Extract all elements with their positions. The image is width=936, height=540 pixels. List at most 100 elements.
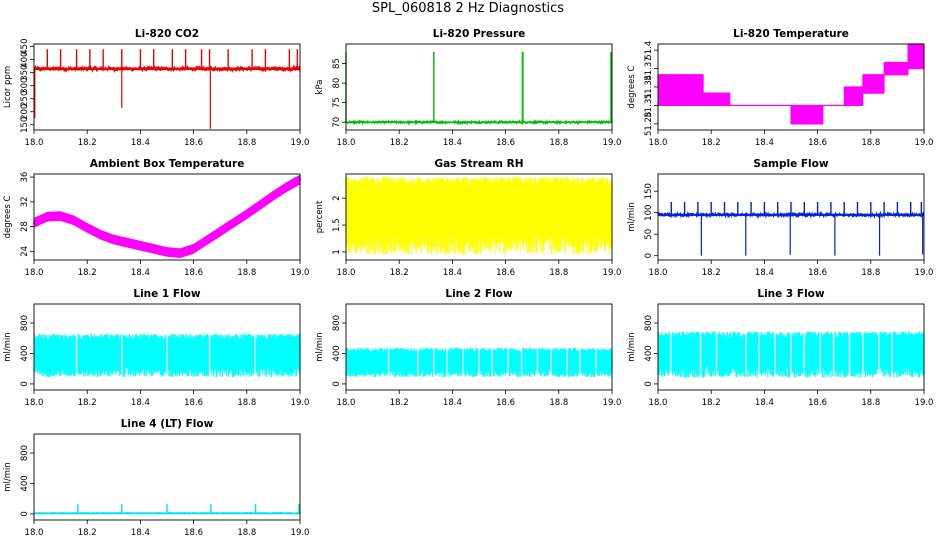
x-tick-label: 18.2 — [78, 528, 97, 538]
y-tick-label: 0 — [20, 511, 30, 516]
y-tick-label: 85 — [332, 58, 342, 69]
panel-3: Li-820 Temperature degrees C 18.0 18.2 18.4 1… — [627, 28, 933, 148]
x-tick-label: 18.2 — [390, 138, 409, 148]
panel-1: Li-820 CO2 Licor ppm 18.0 18.2 18.4 18.6 18.8 1… — [3, 28, 309, 148]
x-tick-label: 19.0 — [915, 268, 934, 278]
x-tick-label: 18.4 — [131, 398, 150, 408]
y-tick-label: 51.4 — [644, 41, 654, 60]
panel-8: Line 2 Flow ml/min 18.0 18.2 18.4 18.6 18.8 19.… — [315, 288, 621, 408]
x-tick-label: 18.6 — [808, 138, 827, 148]
y-tick-label: 32 — [20, 196, 30, 207]
x-tick-label: 18.0 — [25, 138, 44, 148]
y-tick-label: 0 — [20, 381, 30, 386]
x-tick-label: 18.6 — [808, 398, 827, 408]
temp-segment — [843, 87, 864, 106]
temp-segment — [883, 62, 909, 75]
x-tick-label: 19.0 — [603, 398, 622, 408]
x-tick-label: 18.0 — [337, 268, 356, 278]
curve-point — [285, 185, 288, 189]
plot-frame — [33, 303, 301, 391]
curve-point — [99, 233, 102, 236]
x-tick-label: 18.0 — [337, 398, 356, 408]
plot-frame — [33, 173, 301, 261]
y-axis-label: degrees C — [3, 196, 13, 239]
x-tick-label: 18.8 — [549, 138, 568, 148]
x-tick-label: 18.0 — [649, 138, 668, 148]
x-tick-label: 18.2 — [702, 398, 721, 408]
y-tick-label: 150 — [644, 183, 654, 199]
y-tick-label: 36 — [20, 172, 30, 183]
y-tick-label: 51.34 — [644, 75, 654, 99]
curve-point — [179, 251, 182, 255]
y-tick-label: 250 — [20, 91, 30, 107]
y-tick-label: 200 — [20, 104, 30, 120]
x-tick-label: 19.0 — [915, 138, 934, 148]
curve-point — [192, 247, 195, 251]
y-tick-label: 0 — [644, 253, 654, 258]
x-tick-label: 18.8 — [549, 268, 568, 278]
x-tick-label: 18.0 — [25, 528, 44, 538]
y-tick-label: 51.37 — [644, 56, 654, 80]
x-tick-label: 18.6 — [496, 398, 515, 408]
x-tick-label: 19.0 — [291, 138, 310, 148]
y-tick-label: 70 — [332, 117, 342, 128]
curve-point — [232, 221, 235, 225]
y-tick-label: 51.31 — [644, 93, 654, 117]
temp-segment — [907, 44, 925, 69]
x-tick-label: 18.2 — [390, 268, 409, 278]
curve-point — [272, 194, 275, 197]
y-axis-label: ml/min — [315, 332, 325, 362]
y-axis-label: ml/min — [3, 332, 13, 362]
x-tick-label: 18.0 — [649, 398, 668, 408]
curve-point — [219, 230, 222, 233]
plot-frame — [345, 303, 613, 391]
x-tick-label: 18.8 — [549, 398, 568, 408]
y-tick-label: 300 — [20, 78, 30, 94]
y-tick-label: 28 — [20, 221, 30, 232]
x-tick-label: 18.2 — [702, 138, 721, 148]
x-tick-label: 18.8 — [861, 138, 880, 148]
panel-title: Line 3 Flow — [757, 288, 824, 300]
curve-point — [258, 203, 262, 207]
curve-point — [205, 239, 209, 242]
y-tick-label: 50 — [644, 229, 654, 240]
plot-frame — [33, 43, 301, 131]
x-tick-label: 18.6 — [184, 398, 203, 408]
panel-10: Line 4 (LT) Flow ml/min 18.0 18.2 18.4 18.6 18… — [3, 418, 309, 538]
x-tick-label: 18.2 — [78, 138, 97, 148]
panel-title: Line 2 Flow — [445, 288, 512, 300]
figure-title: SPL_060818 2 Hz Diagnostics — [371, 1, 565, 16]
x-tick-label: 18.8 — [861, 398, 880, 408]
y-tick-label: 400 — [20, 52, 30, 68]
panel-title: Line 4 (LT) Flow — [121, 418, 214, 430]
curve-point — [72, 219, 76, 222]
x-tick-label: 19.0 — [915, 398, 934, 408]
x-tick-label: 18.2 — [78, 268, 97, 278]
x-tick-label: 18.4 — [443, 138, 462, 148]
y-axis-label: percent — [315, 200, 325, 233]
temp-segment — [702, 93, 731, 106]
plot-frame — [33, 433, 301, 521]
x-tick-label: 18.4 — [755, 268, 774, 278]
y-tick-label: 800 — [644, 315, 654, 331]
series-band — [34, 67, 300, 71]
y-tick-label: 24 — [20, 246, 30, 257]
y-axis-label: ml/min — [627, 202, 637, 232]
plot-frame — [657, 303, 925, 391]
y-tick-label: 0 — [644, 381, 654, 386]
y-tick-label: 100 — [644, 205, 654, 221]
curve-point — [46, 215, 49, 218]
x-tick-label: 19.0 — [603, 268, 622, 278]
y-tick-label: 1 — [332, 249, 342, 254]
y-tick-label: 350 — [20, 65, 30, 81]
y-tick-label: 51.28 — [644, 112, 654, 136]
x-tick-label: 19.0 — [603, 138, 622, 148]
plot-frame — [345, 43, 613, 131]
x-tick-label: 18.2 — [702, 268, 721, 278]
curve-point — [152, 247, 155, 251]
panel-title: Gas Stream RH — [434, 158, 523, 170]
y-tick-label: 800 — [20, 315, 30, 331]
x-tick-label: 18.6 — [184, 528, 203, 538]
x-tick-label: 18.8 — [861, 268, 880, 278]
